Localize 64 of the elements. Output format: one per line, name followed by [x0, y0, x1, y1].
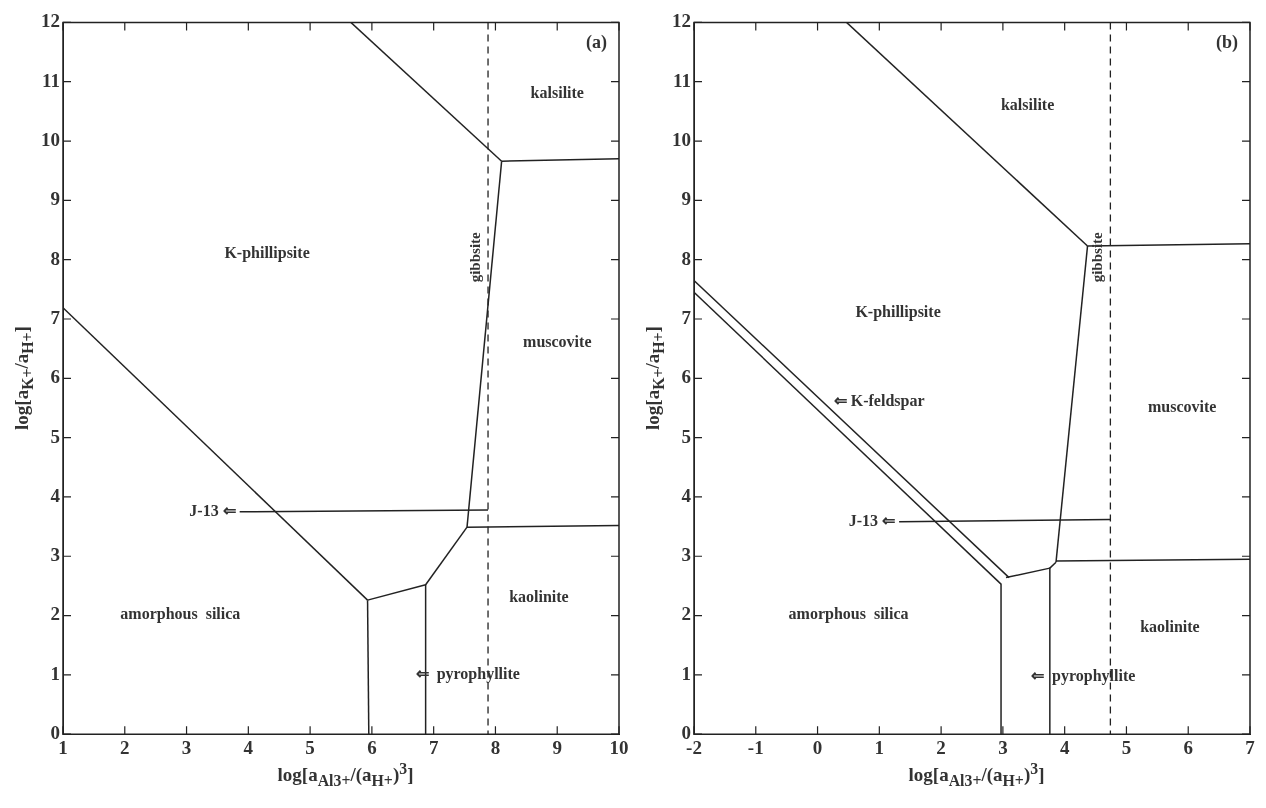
x-tick-label: 2 — [120, 736, 130, 758]
x-tick-label: 6 — [367, 736, 377, 758]
x-axis-title: log[a$_{Al3+}$/(a$_{H+}$)$^{3}$] — [907, 760, 1046, 791]
y-tick-label: 5 — [50, 425, 60, 447]
annotation: J-13 ⇐ — [189, 501, 236, 519]
x-axis-title: log[a$_{Al3+}$/(a$_{H+}$)$^{3}$] — [276, 760, 415, 791]
annotation: muscovite — [523, 332, 592, 350]
x-tick-label: -1 — [747, 736, 764, 758]
x-tick-label: 1 — [874, 736, 885, 758]
annotation: amorphous silica — [788, 605, 909, 624]
y-tick-label: 6 — [681, 366, 691, 388]
annotation: kaolinite — [1140, 617, 1200, 635]
annotation: ⇐ pyrophyllite — [1031, 667, 1136, 686]
x-tick-label: 5 — [1121, 736, 1132, 758]
y-tick-label: 2 — [50, 603, 60, 625]
y-tick-label: 8 — [50, 247, 60, 269]
text: (a) — [586, 32, 607, 54]
annotation: amorphous silica — [120, 605, 241, 624]
x-tick-label: 3 — [998, 736, 1008, 758]
x-tick-label: 4 — [1059, 736, 1070, 758]
y-tick-label: 3 — [50, 544, 60, 566]
ref-line-label: gibbsite — [466, 231, 483, 283]
y-tick-label: 6 — [50, 366, 60, 388]
x-tick-label: 7 — [1245, 736, 1256, 758]
x-tick-label: 8 — [490, 736, 501, 758]
x-tick-label: 10 — [609, 736, 629, 758]
x-tick-label: 9 — [552, 736, 562, 758]
y-tick-label: 3 — [681, 544, 691, 566]
y-tick-label: 5 — [681, 425, 691, 447]
y-tick-label: 9 — [50, 188, 60, 210]
y-tick-label: 10 — [672, 128, 691, 150]
y-tick-label: 2 — [681, 603, 691, 625]
annotation: muscovite — [1147, 398, 1217, 416]
y-tick-label: 4 — [50, 484, 61, 506]
y-tick-label: 11 — [673, 69, 691, 91]
y-tick-label: 1 — [50, 662, 60, 684]
y-tick-label: 1 — [681, 662, 691, 684]
annotation: kaolinite — [509, 587, 569, 605]
y-tick-label: 9 — [681, 188, 691, 210]
x-tick-label: 0 — [812, 736, 823, 758]
x-tick-label: 2 — [936, 736, 946, 758]
y-tick-label: 11 — [42, 69, 60, 91]
annotation: K-phillipsite — [224, 243, 310, 262]
ref-line-label: gibbsite — [1089, 231, 1106, 283]
y-tick-label: 7 — [50, 306, 61, 328]
y-tick-label: 10 — [41, 128, 60, 150]
annotation: K-phillipsite — [855, 302, 941, 321]
y-tick-label: 0 — [50, 722, 60, 744]
annotation: J-13 ⇐ — [848, 511, 896, 529]
y-tick-label: 8 — [681, 247, 691, 269]
x-tick-label: 7 — [428, 736, 439, 758]
x-tick-label: 3 — [181, 736, 192, 758]
annotation: kalsilite — [530, 83, 584, 101]
y-tick-label: 7 — [681, 306, 692, 328]
x-tick-label: 4 — [243, 736, 254, 758]
y-tick-label: 0 — [681, 722, 691, 744]
x-tick-label: 5 — [305, 736, 315, 758]
y-tick-label: 12 — [672, 10, 691, 32]
annotation: ⇐ K-feldspar — [833, 391, 925, 410]
y-tick-label: 4 — [681, 484, 692, 506]
annotation: kalsilite — [1000, 95, 1055, 113]
y-tick-label: 12 — [41, 10, 60, 32]
x-tick-label: 6 — [1183, 736, 1193, 758]
text: (b) — [1216, 32, 1238, 54]
